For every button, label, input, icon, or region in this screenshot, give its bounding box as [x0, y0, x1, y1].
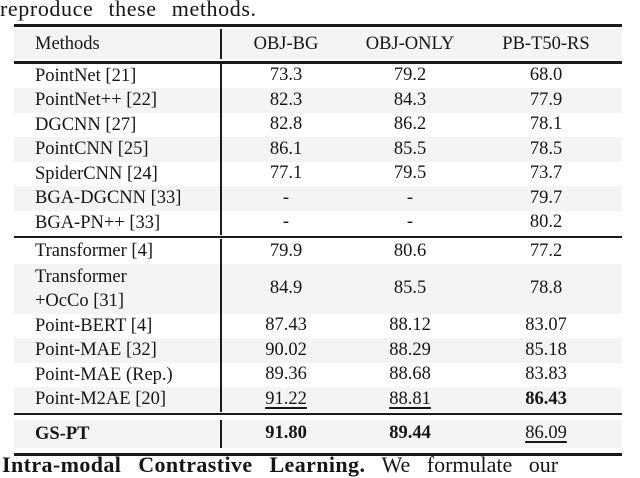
- value-cell: 86.09: [525, 423, 567, 443]
- method-cell: Point-MAE [32]: [14, 338, 222, 363]
- value-cell: 73.3: [269, 65, 303, 86]
- value-cell: 85.5: [393, 138, 427, 159]
- value-cell: 83.07: [525, 315, 567, 336]
- value-cell: 91.80: [265, 423, 307, 443]
- section-rule: [14, 236, 622, 238]
- value-cell: 68.0: [529, 65, 563, 86]
- value-cell: 86.43: [525, 388, 567, 409]
- paragraph-bold-run: Intra-modal Contrastive Learning.: [2, 452, 366, 477]
- value-cell: -: [406, 212, 414, 233]
- value-cell: 77.2: [529, 240, 563, 261]
- table-row: GS-PT 91.80 89.44 86.09: [14, 419, 622, 448]
- value-cell: 91.22: [265, 388, 307, 409]
- value-cell: 86.2: [393, 114, 427, 135]
- value-cell: 79.7: [529, 187, 563, 208]
- method-cell: PointCNN [25]: [14, 137, 222, 162]
- method-cell: Point-MAE (Rep.): [14, 362, 222, 387]
- column-header-methods: Methods: [14, 29, 222, 59]
- value-cell: 88.12: [389, 315, 431, 336]
- paragraph-below-table: Intra-modal Contrastive Learning. We for…: [2, 452, 640, 478]
- table-row: SpiderCNN [24] 77.1 79.5 73.7: [14, 161, 622, 186]
- method-cell: Point-BERT [4]: [14, 313, 222, 338]
- value-cell: 77.1: [269, 163, 303, 184]
- method-cell: PointNet [21]: [14, 63, 222, 88]
- value-cell: 84.3: [393, 89, 427, 110]
- table-row: BGA-DGCNN [33] - - 79.7: [14, 186, 622, 211]
- section-rule: [14, 412, 622, 415]
- value-cell: 73.7: [529, 163, 563, 184]
- column-header-pb-t50-rs: PB-T50-RS: [502, 33, 590, 54]
- value-cell: 80.2: [529, 212, 563, 233]
- table-row: PointNet [21] 73.3 79.2 68.0: [14, 63, 622, 88]
- paragraph-above-table: reproduce these methods.: [0, 0, 257, 21]
- value-cell: 85.5: [393, 278, 427, 298]
- value-cell: 89.36: [265, 364, 307, 385]
- results-table: Methods OBJ-BG OBJ-ONLY PB-T50-RS PointN…: [14, 24, 622, 456]
- table-top-rule: [14, 24, 622, 27]
- value-cell: 88.68: [389, 364, 431, 385]
- value-cell: 79.9: [269, 240, 303, 261]
- value-cell: 82.3: [269, 89, 303, 110]
- method-cell: DGCNN [27]: [14, 112, 222, 137]
- value-cell: 88.29: [389, 339, 431, 360]
- value-cell: -: [406, 187, 414, 208]
- value-cell: -: [282, 212, 290, 233]
- column-header-obj-only: OBJ-ONLY: [365, 33, 455, 54]
- table-body: PointNet [21] 73.3 79.2 68.0 PointNet++ [22]…: [14, 63, 622, 448]
- method-cell: Point-M2AE [20]: [14, 387, 222, 412]
- table-row: DGCNN [27] 82.8 86.2 78.1: [14, 112, 622, 137]
- column-header-obj-bg: OBJ-BG: [253, 33, 319, 54]
- value-cell: 85.18: [525, 339, 567, 360]
- table-row: Point-M2AE [20] 91.22 88.81 86.43: [14, 387, 622, 412]
- value-cell: 78.8: [529, 278, 563, 298]
- method-cell: Transformer +OcCo [31]: [14, 263, 222, 314]
- table-header-row: Methods OBJ-BG OBJ-ONLY PB-T50-RS: [14, 29, 622, 59]
- value-cell: 89.44: [389, 423, 431, 443]
- table-row: Point-MAE [32] 90.02 88.29 85.18: [14, 338, 622, 363]
- value-cell: 90.02: [265, 339, 307, 360]
- method-cell: Transformer [4]: [14, 239, 222, 264]
- value-cell: 83.83: [525, 364, 567, 385]
- value-cell: 78.1: [529, 114, 563, 135]
- paragraph-regular-run: We formulate our: [381, 452, 559, 477]
- table-header-rule: [14, 61, 622, 64]
- method-cell: PointNet++ [22]: [14, 88, 222, 113]
- table-row: PointCNN [25] 86.1 85.5 78.5: [14, 137, 622, 162]
- value-cell: 82.8: [269, 114, 303, 135]
- table-row: Point-MAE (Rep.) 89.36 88.68 83.83: [14, 362, 622, 387]
- method-cell: GS-PT: [14, 419, 222, 448]
- table-row: Transformer +OcCo [31] 84.9 85.5 78.8: [14, 263, 622, 314]
- method-cell: SpiderCNN [24]: [14, 161, 222, 186]
- value-cell: 79.5: [393, 163, 427, 184]
- table-row: BGA-PN++ [33] - - 80.2: [14, 210, 622, 235]
- value-cell: -: [282, 187, 290, 208]
- method-cell: BGA-DGCNN [33]: [14, 186, 222, 211]
- value-cell: 78.5: [529, 138, 563, 159]
- value-cell: 77.9: [529, 89, 563, 110]
- table-row: PointNet++ [22] 82.3 84.3 77.9: [14, 88, 622, 113]
- value-cell: 87.43: [265, 315, 307, 336]
- value-cell: 88.81: [389, 388, 431, 409]
- value-cell: 80.6: [393, 240, 427, 261]
- table-bottom-rule: [14, 452, 622, 456]
- table-row: Transformer [4] 79.9 80.6 77.2: [14, 239, 622, 264]
- table-row: Point-BERT [4] 87.43 88.12 83.07: [14, 313, 622, 338]
- value-cell: 84.9: [269, 278, 303, 298]
- method-cell: BGA-PN++ [33]: [14, 210, 222, 235]
- value-cell: 79.2: [393, 65, 427, 86]
- value-cell: 86.1: [269, 138, 303, 159]
